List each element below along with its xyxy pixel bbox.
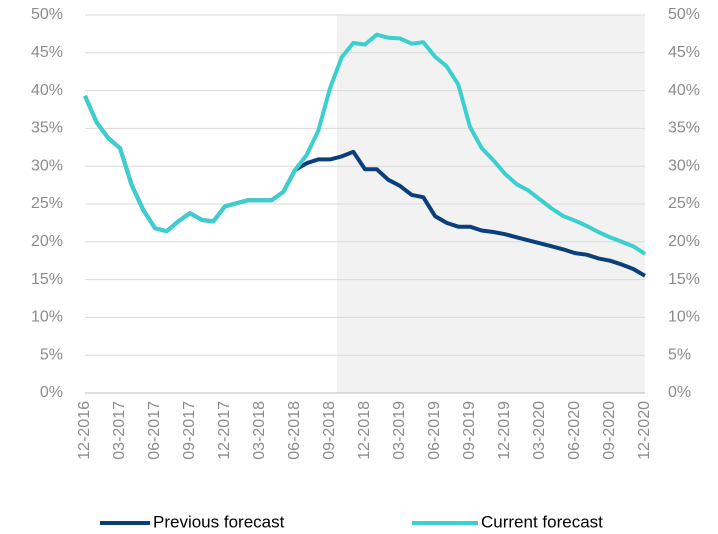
y2-tick-label: 0% — [668, 384, 691, 401]
legend-label: Previous forecast — [153, 512, 285, 531]
x-tick-label: 09-2018 — [321, 401, 338, 460]
y-tick-label: 45% — [31, 44, 63, 61]
x-tick-label: 03-2017 — [111, 401, 128, 460]
y2-tick-label: 20% — [668, 233, 700, 250]
y-tick-label: 15% — [31, 271, 63, 288]
y-tick-label: 35% — [31, 120, 63, 137]
y-tick-label: 0% — [40, 384, 63, 401]
x-tick-label: 12-2017 — [216, 401, 233, 460]
y-tick-label: 10% — [31, 309, 63, 326]
x-tick-label: 12-2020 — [636, 401, 653, 460]
y2-tick-label: 5% — [668, 346, 691, 363]
y-tick-label: 5% — [40, 346, 63, 363]
x-tick-label: 09-2020 — [601, 401, 618, 460]
y-tick-label: 20% — [31, 233, 63, 250]
y2-tick-label: 30% — [668, 157, 700, 174]
x-tick-label: 03-2019 — [391, 401, 408, 460]
x-tick-label: 12-2016 — [76, 401, 93, 460]
y2-tick-label: 15% — [668, 271, 700, 288]
y-tick-label: 40% — [31, 82, 63, 99]
x-tick-label: 06-2018 — [286, 401, 303, 460]
legend-label: Current forecast — [481, 512, 603, 531]
x-tick-label: 12-2018 — [356, 401, 373, 460]
series-line — [83, 32, 647, 256]
y2-tick-label: 25% — [668, 195, 700, 212]
y-tick-label: 30% — [31, 157, 63, 174]
y-tick-label: 25% — [31, 195, 63, 212]
x-tick-label: 09-2017 — [181, 401, 198, 460]
x-tick-label: 03-2020 — [531, 401, 548, 460]
x-tick-label: 06-2020 — [566, 401, 583, 460]
y-tick-label: 50% — [31, 6, 63, 23]
x-tick-label: 06-2019 — [426, 401, 443, 460]
y2-tick-label: 10% — [668, 309, 700, 326]
x-tick-label: 09-2019 — [461, 401, 478, 460]
x-tick-label: 12-2019 — [496, 401, 513, 460]
x-tick-label: 03-2018 — [251, 401, 268, 460]
y2-tick-label: 35% — [668, 120, 700, 137]
x-tick-label: 06-2017 — [146, 401, 163, 460]
y2-tick-label: 45% — [668, 44, 700, 61]
y2-tick-label: 50% — [668, 6, 700, 23]
y2-tick-label: 40% — [668, 82, 700, 99]
